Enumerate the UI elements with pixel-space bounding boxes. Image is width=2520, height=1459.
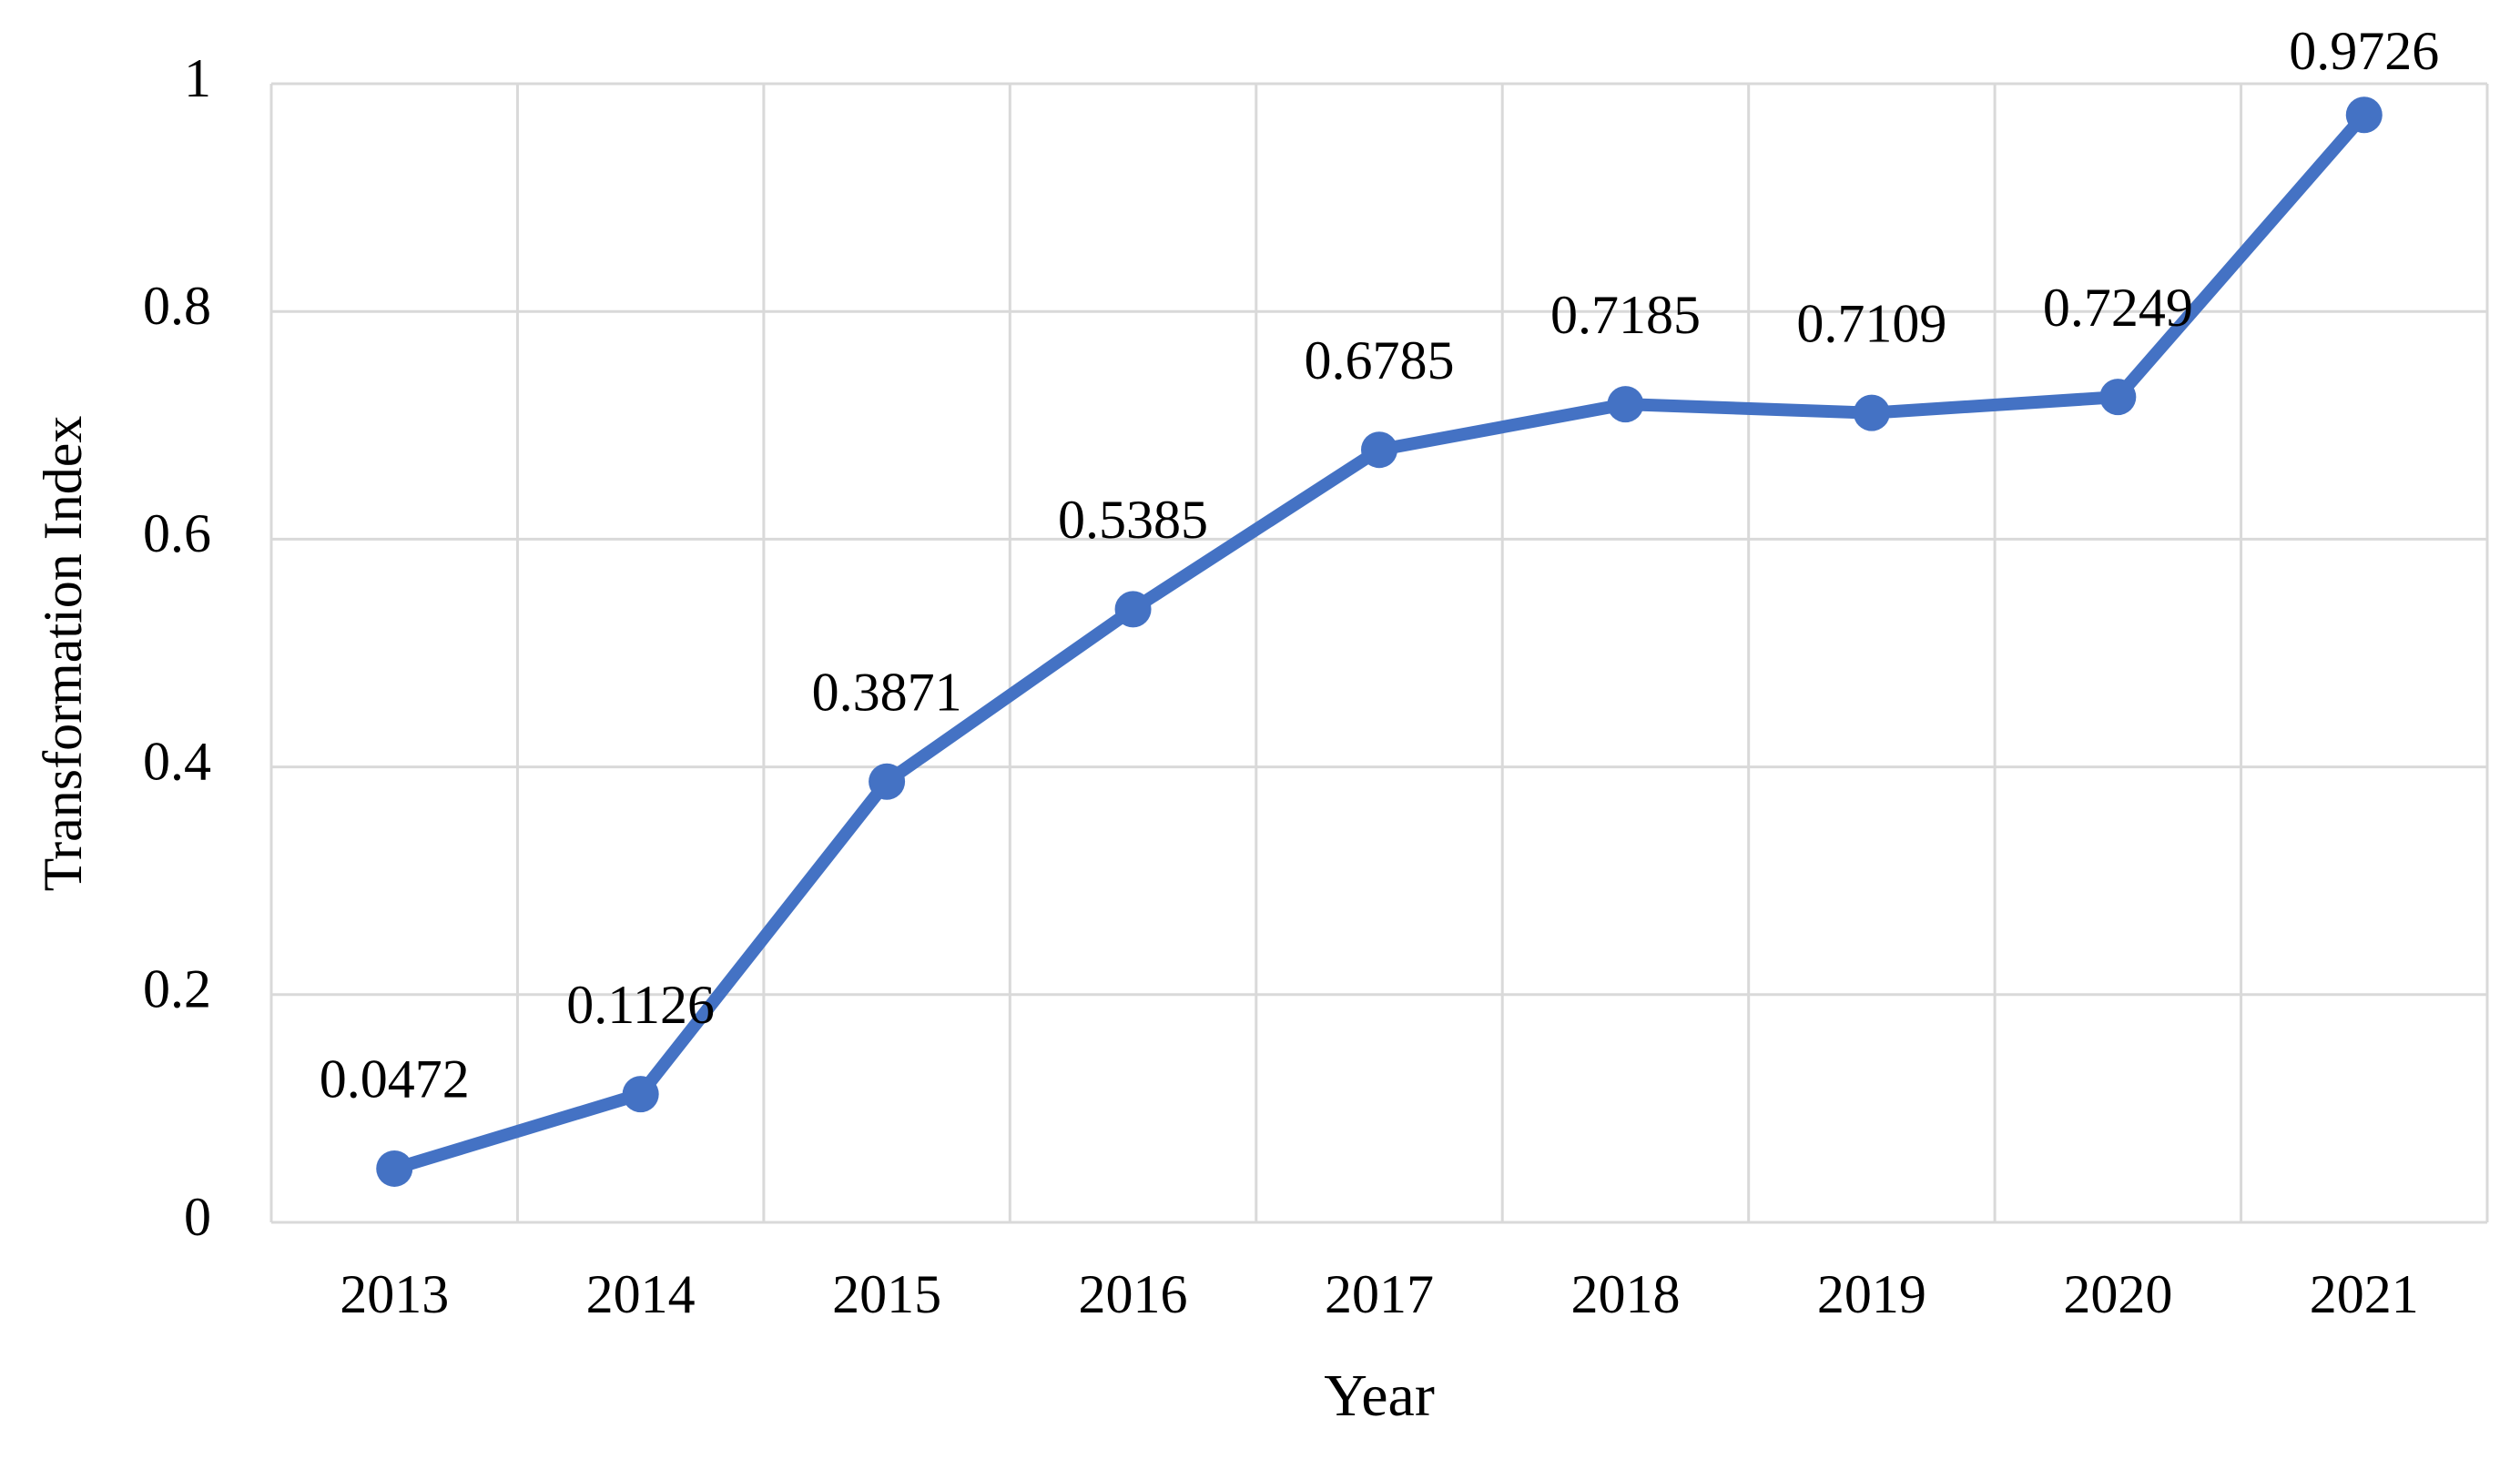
x-tick-label: 2019 xyxy=(1817,1264,1926,1324)
data-point xyxy=(1114,591,1152,628)
x-tick-label: 2016 xyxy=(1079,1264,1188,1324)
data-point xyxy=(2099,379,2137,416)
x-tick-label: 2017 xyxy=(1325,1264,1434,1324)
x-tick-label: 2013 xyxy=(340,1264,449,1324)
x-tick-label: 2020 xyxy=(2063,1264,2172,1324)
data-label: 0.5385 xyxy=(1058,490,1208,550)
data-point xyxy=(1361,431,1397,469)
data-label: 0.3871 xyxy=(812,663,962,723)
y-axis-label: Transformation Index xyxy=(33,416,93,892)
data-point xyxy=(869,763,906,800)
data-point xyxy=(622,1076,659,1113)
data-label: 0.7109 xyxy=(1796,293,1946,353)
data-point xyxy=(1607,386,1644,423)
data-label: 0.0472 xyxy=(320,1049,470,1109)
x-tick-label: 2021 xyxy=(2310,1264,2419,1324)
data-label: 0.9726 xyxy=(2289,21,2439,81)
data-label: 0.7185 xyxy=(1550,285,1701,345)
y-tick-label: 1 xyxy=(184,48,211,108)
x-tick-label: 2014 xyxy=(586,1264,696,1324)
data-label: 0.6785 xyxy=(1305,330,1455,390)
y-tick-label: 0.4 xyxy=(143,731,211,791)
x-axis-label: Year xyxy=(1324,1363,1435,1429)
data-label: 0.1126 xyxy=(566,975,715,1035)
data-label: 0.7249 xyxy=(2043,278,2193,338)
data-point xyxy=(1853,394,1890,431)
data-point xyxy=(376,1150,413,1187)
y-tick-label: 0.6 xyxy=(143,503,211,563)
x-tick-label: 2015 xyxy=(832,1264,941,1324)
y-tick-label: 0 xyxy=(184,1187,211,1247)
y-tick-label: 0.8 xyxy=(143,276,211,336)
x-tick-label: 2018 xyxy=(1570,1264,1680,1324)
y-tick-label: 0.2 xyxy=(143,959,211,1019)
data-point xyxy=(2345,96,2383,134)
